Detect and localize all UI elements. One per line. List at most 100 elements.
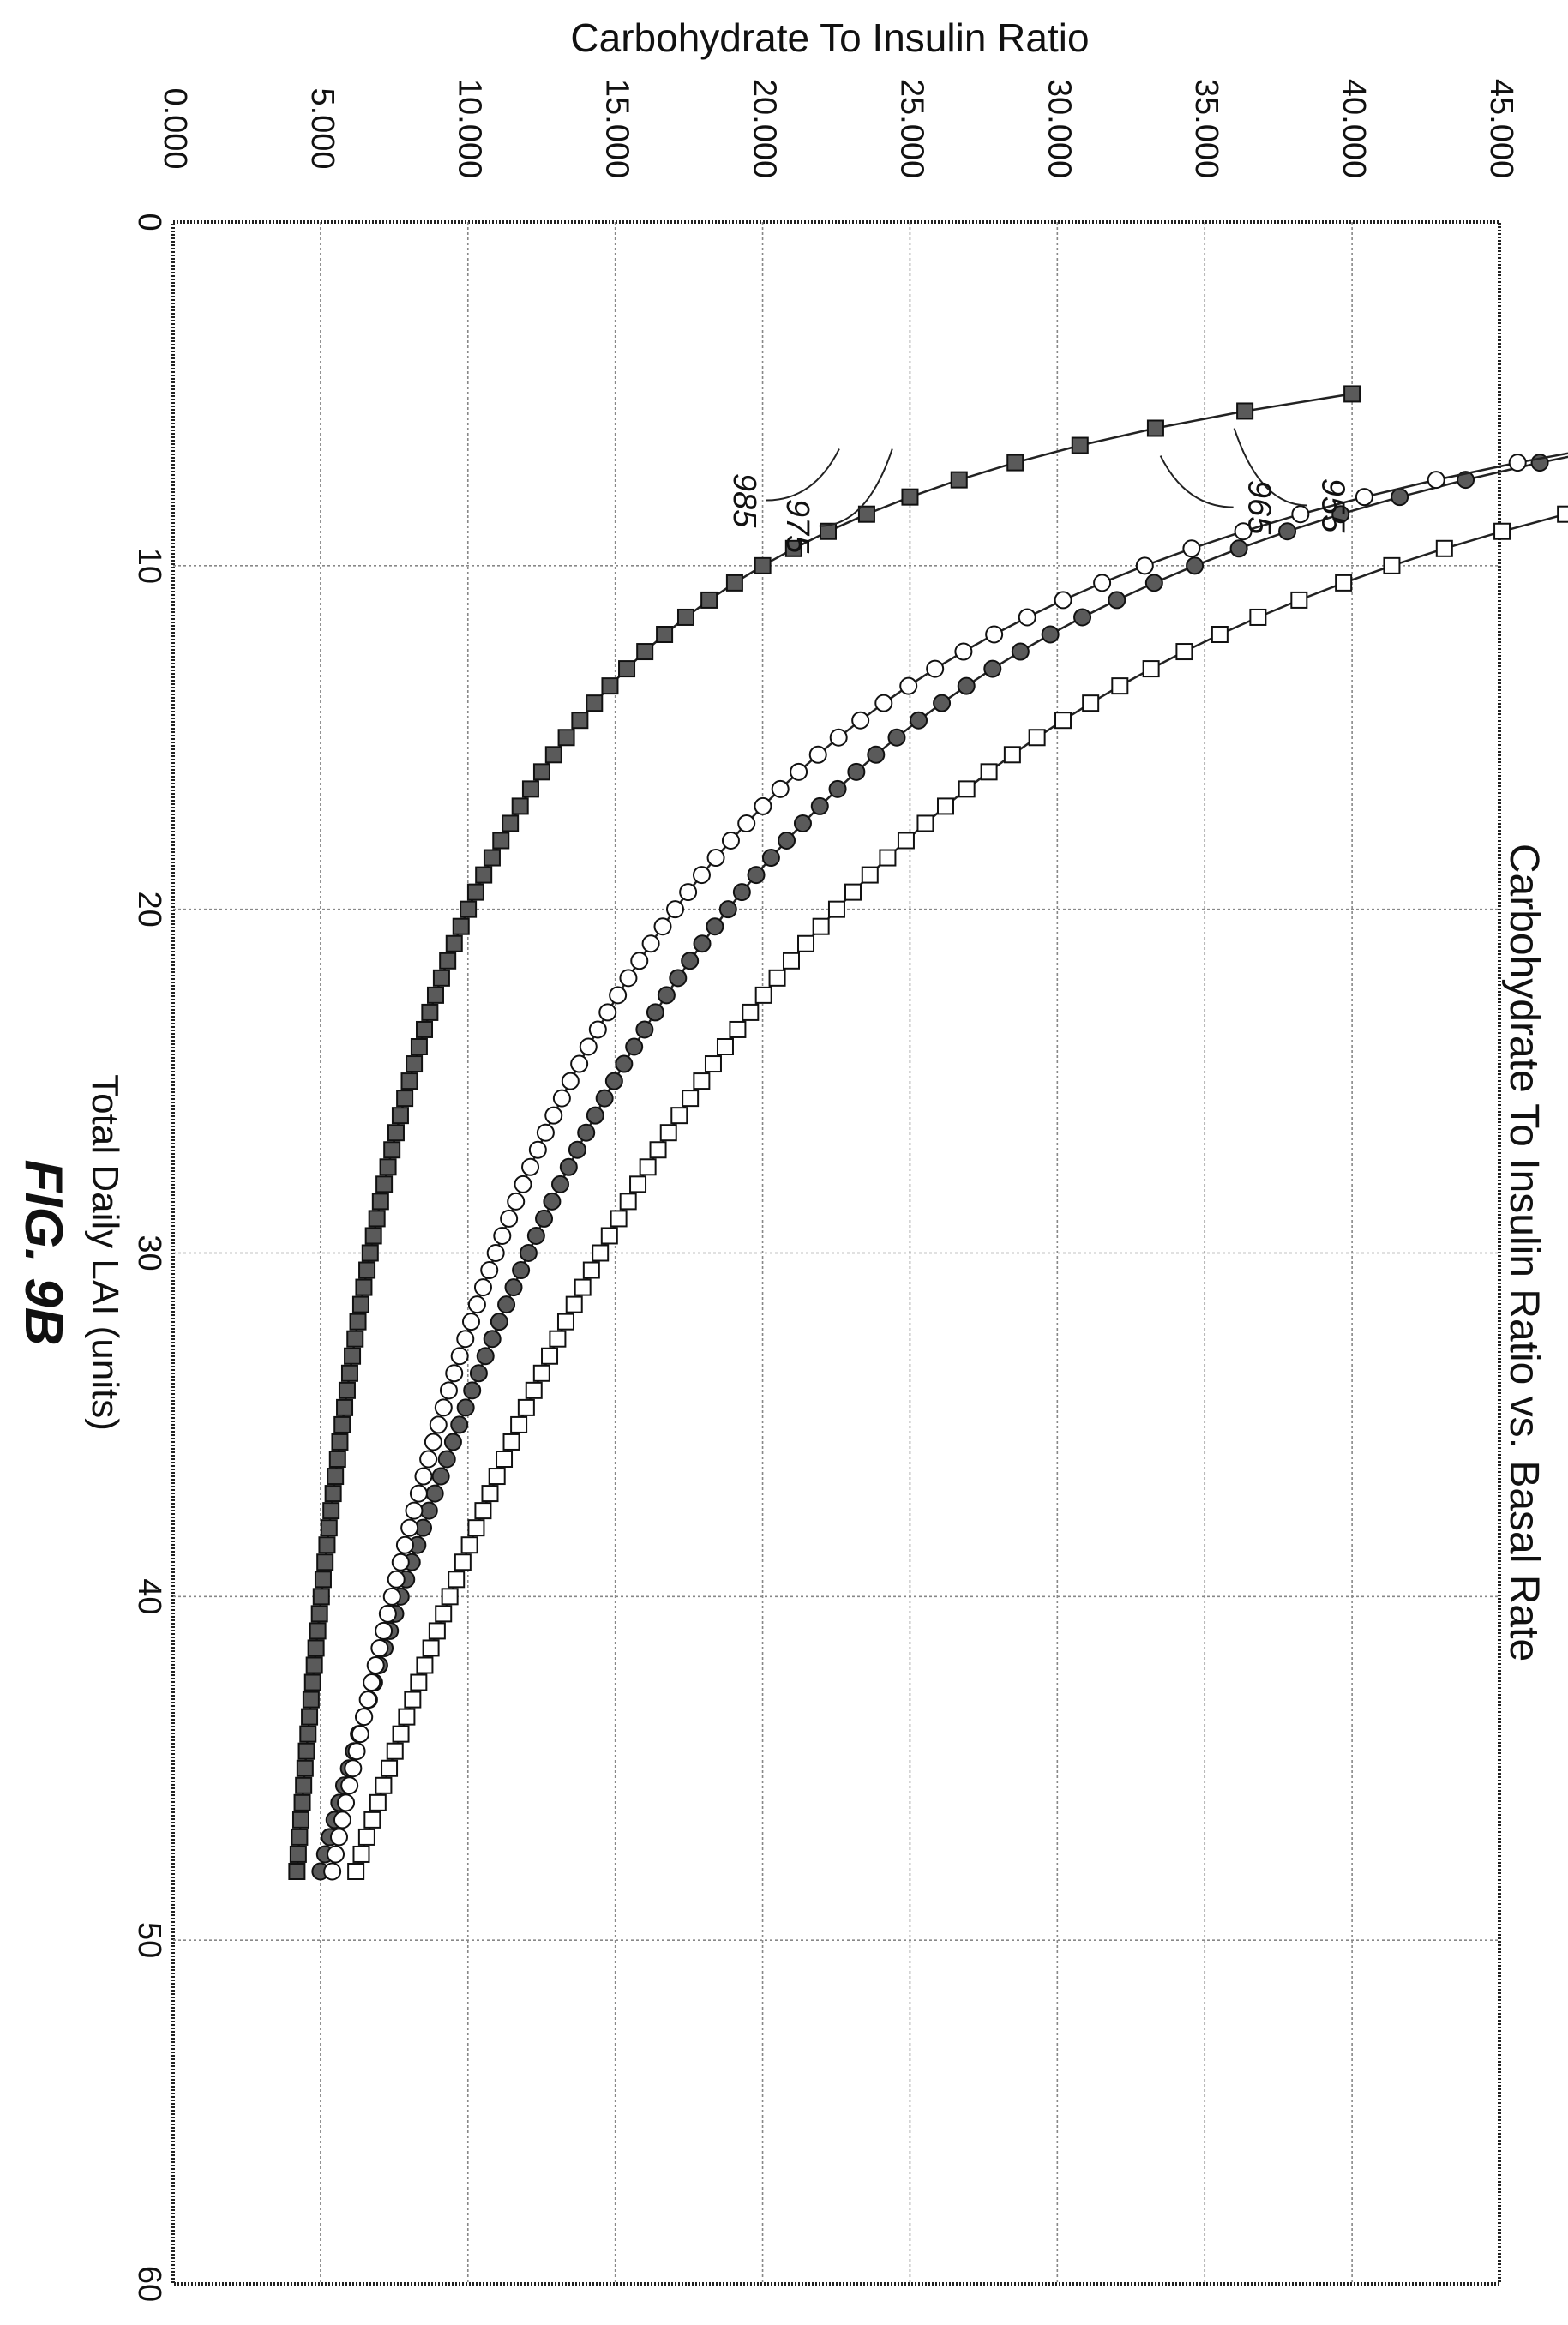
data-point — [419, 1450, 438, 1469]
data-point — [1355, 488, 1373, 507]
data-point — [1175, 643, 1193, 661]
data-point — [507, 1192, 526, 1211]
data-point — [344, 1759, 363, 1778]
tick-label-ratio: 30.000 — [1041, 79, 1077, 178]
data-point — [754, 796, 772, 815]
callout-label: 985 — [726, 473, 762, 528]
tick-label-lai: 40 — [131, 1578, 167, 1614]
data-point — [391, 1107, 409, 1125]
data-point — [598, 1003, 617, 1022]
data-point — [1335, 574, 1353, 592]
data-point — [543, 1192, 562, 1211]
data-point — [879, 849, 897, 867]
data-point — [469, 1364, 488, 1383]
data-point — [448, 1571, 466, 1589]
data-point — [600, 1227, 618, 1245]
data-point — [302, 1691, 320, 1709]
data-point — [618, 660, 636, 678]
data-point — [510, 1415, 528, 1433]
data-point — [561, 1072, 580, 1090]
data-point — [641, 934, 660, 953]
data-point — [901, 488, 919, 506]
data-point — [625, 1037, 644, 1056]
data-point — [579, 1037, 598, 1056]
data-point — [742, 1003, 760, 1021]
data-point — [363, 1811, 381, 1829]
data-point — [371, 1193, 389, 1211]
data-point — [336, 1398, 354, 1416]
data-point — [747, 866, 766, 885]
data-point — [404, 1691, 422, 1709]
data-point — [851, 711, 870, 730]
data-point — [381, 1759, 399, 1777]
data-point — [351, 1295, 369, 1313]
data-point — [375, 1776, 393, 1794]
data-point — [827, 900, 845, 918]
data-point — [391, 1553, 410, 1571]
data-point — [309, 1622, 327, 1640]
data-point — [483, 849, 501, 867]
callout-leader — [1233, 428, 1307, 507]
data-point — [396, 1090, 414, 1108]
data-point — [1028, 729, 1046, 747]
data-point — [926, 659, 945, 678]
data-point — [320, 1519, 338, 1537]
data-point — [517, 1398, 535, 1416]
data-point — [1073, 608, 1092, 627]
data-point — [352, 1845, 370, 1863]
data-point — [460, 1536, 478, 1554]
data-point — [670, 1107, 688, 1125]
tick-label-ratio: 25.000 — [893, 79, 929, 178]
tick-label-ratio: 20.000 — [747, 79, 783, 178]
data-point — [985, 625, 1004, 644]
data-point — [536, 1123, 555, 1142]
data-point — [398, 1708, 416, 1726]
callout-label: 965 — [1241, 480, 1277, 535]
data-point — [556, 1313, 574, 1331]
data-point — [980, 763, 998, 781]
data-point — [1343, 385, 1361, 403]
data-point — [496, 1451, 514, 1468]
data-point — [1135, 556, 1154, 575]
data-point — [347, 1742, 366, 1761]
data-point — [437, 1450, 456, 1469]
annotation-layer: 955 965 975 985 — [726, 428, 1351, 554]
data-point — [737, 814, 756, 832]
data-point — [364, 1227, 382, 1245]
data-point — [1146, 419, 1164, 437]
data-point — [659, 1124, 677, 1142]
tick-label-ratio: 0.000 — [157, 87, 193, 169]
data-point — [291, 1828, 309, 1846]
data-point — [829, 728, 848, 747]
data-point — [601, 677, 619, 695]
data-point — [1391, 488, 1409, 507]
data-point — [532, 1364, 550, 1382]
data-point — [316, 1553, 334, 1571]
tick-label-ratio: 35.000 — [1188, 79, 1224, 178]
data-point — [706, 917, 724, 936]
data-point — [899, 676, 918, 695]
data-point — [358, 1261, 376, 1279]
data-point — [303, 1673, 321, 1691]
data-point — [1427, 471, 1445, 490]
data-point — [1071, 436, 1089, 454]
data-point — [310, 1605, 328, 1623]
data-point — [704, 1055, 722, 1073]
data-point — [379, 1158, 397, 1176]
data-point — [387, 1124, 405, 1142]
data-point — [295, 1776, 313, 1794]
data-point — [844, 883, 862, 901]
data-point — [431, 1467, 450, 1486]
data-point — [419, 1501, 438, 1520]
data-point — [619, 969, 638, 988]
y-axis-label: Carbohydrate To Insulin Ratio — [570, 15, 1089, 60]
data-point — [409, 1484, 428, 1503]
data-point — [480, 1261, 499, 1280]
data-point — [329, 1828, 348, 1847]
data-point — [375, 1621, 394, 1640]
data-point — [552, 1089, 571, 1108]
data-point — [721, 832, 740, 850]
data-point — [312, 1588, 330, 1606]
data-point — [1234, 522, 1253, 541]
data-point — [1144, 574, 1163, 592]
